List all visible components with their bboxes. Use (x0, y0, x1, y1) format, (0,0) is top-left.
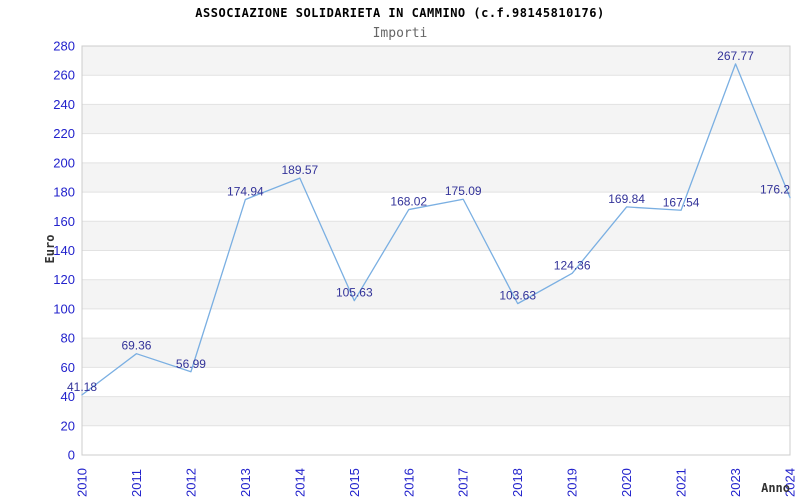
plot-band (82, 75, 790, 105)
plot-band (82, 250, 790, 280)
plot-band (82, 367, 790, 397)
x-tick-label: 2013 (238, 468, 253, 497)
y-tick-label: 120 (53, 272, 75, 287)
data-label: 174.94 (227, 184, 264, 198)
x-tick-label: 2018 (510, 468, 525, 497)
plot-band (82, 396, 790, 426)
y-tick-label: 20 (61, 418, 75, 433)
y-tick-label: 160 (53, 214, 75, 229)
x-tick-label: 2010 (75, 468, 90, 497)
chart-subtitle: Importi (372, 26, 428, 41)
plot-band (82, 221, 790, 251)
x-tick-label: 2024 (783, 468, 798, 497)
plot-border (81, 45, 791, 456)
x-tick-label: 2017 (456, 468, 471, 497)
data-label: 56.99 (176, 357, 206, 371)
y-tick-label: 40 (61, 389, 75, 404)
x-tick-label: 2023 (728, 468, 743, 497)
x-tick-label: 2014 (292, 468, 307, 497)
y-tick-label: 220 (53, 126, 75, 141)
x-tick-label: 2020 (619, 468, 634, 497)
y-tick-label: 280 (53, 39, 75, 54)
y-tick-label: 0 (68, 448, 75, 463)
y-tick-label: 180 (53, 185, 75, 200)
data-label: 124.36 (554, 258, 591, 272)
plot-band (82, 425, 790, 455)
y-tick-label: 260 (53, 68, 75, 83)
plot-band (82, 279, 790, 309)
data-label: 169.84 (608, 192, 645, 206)
x-tick-label: 2016 (401, 468, 416, 497)
data-label: 189.57 (281, 163, 318, 177)
data-label: 168.02 (390, 195, 427, 209)
x-axis-title: Anno (761, 481, 790, 495)
x-tick-label: 2019 (565, 468, 580, 497)
plot-band (82, 133, 790, 163)
x-tick-label: 2011 (129, 469, 144, 497)
plot-band (82, 308, 790, 339)
x-tick-label: 2015 (347, 468, 362, 497)
chart-title: ASSOCIAZIONE SOLIDARIETA IN CAMMINO (c.f… (195, 6, 605, 20)
plot-band (82, 104, 790, 134)
data-label: 267.77 (717, 49, 754, 63)
data-label: 167.54 (663, 195, 700, 209)
data-label: 41.18 (67, 380, 97, 394)
data-label: 105.63 (336, 286, 373, 300)
plot-band (82, 46, 790, 76)
data-label: 175.09 (445, 184, 482, 198)
y-tick-label: 140 (53, 243, 75, 258)
y-tick-label: 240 (53, 97, 75, 112)
data-label: 69.36 (121, 339, 151, 353)
series-line (81, 63, 791, 396)
data-label: 103.63 (499, 289, 536, 303)
x-tick-label: 2021 (674, 468, 689, 497)
y-tick-label: 80 (61, 331, 75, 346)
plot-band (82, 192, 790, 222)
y-tick-label: 100 (53, 301, 75, 316)
plot-band (82, 162, 790, 193)
y-axis-title: Euro (43, 234, 57, 264)
y-tick-label: 60 (61, 360, 75, 375)
x-tick-label: 2012 (183, 468, 198, 497)
y-tick-label: 200 (53, 155, 75, 170)
data-label: 176.2 (760, 183, 790, 197)
